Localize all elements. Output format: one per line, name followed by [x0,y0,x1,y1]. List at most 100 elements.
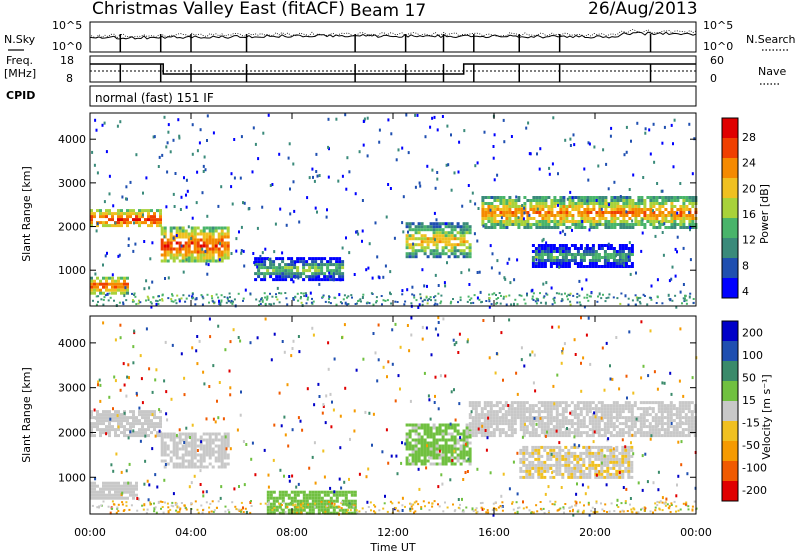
velocity-echo-cell [534,451,538,455]
velocity-noise-cell [229,340,232,344]
power-echo-cell [549,262,553,265]
velocity-echo-cell [486,419,490,423]
velocity-echo-cell [588,410,592,414]
power-echo-cell [202,256,206,260]
power-echo-cell [682,196,686,199]
velocity-echo-cell [181,453,185,457]
velocity-echo-cell [579,472,583,476]
velocity-echo-cell [675,425,679,429]
power-echo-cell [577,226,581,229]
power-ground-cell [531,297,534,300]
velocity-echo-cell [612,472,616,476]
velocity-noise-cell [148,367,151,371]
power-echo-cell [211,253,215,257]
power-echo-cell [546,259,550,262]
velocity-echo-cell [681,428,685,432]
power-noise-cell [525,126,528,130]
velocity-noise-cell [458,402,461,406]
velocity-noise-cell [381,450,384,454]
velocity-echo-cell [405,447,409,451]
velocity-echo-cell [537,472,541,476]
velocity-echo-cell [606,431,610,435]
velocity-echo-cell [117,422,120,426]
velocity-noise-cell [164,463,167,466]
power-echo-cell [511,205,515,208]
velocity-echo-cell [588,451,592,455]
power-echo-cell [114,285,117,289]
power-echo-cell [579,247,583,250]
velocity-echo-cell [126,484,129,488]
power-noise-cell [148,286,151,290]
power-echo-cell [603,262,607,265]
velocity-noise-cell [151,390,154,394]
velocity-echo-cell [344,490,348,494]
power-echo-cell [579,253,583,256]
power-echo-cell [468,252,472,256]
power-noise-cell [143,240,146,243]
velocity-echo-cell [105,419,108,423]
power-echo-cell [411,237,415,241]
velocity-echo-cell [159,422,162,426]
velocity-noise-cell [178,428,181,432]
power-ground-cell [415,299,418,302]
power-echo-cell [670,199,674,202]
velocity-echo-cell [510,428,514,432]
power-echo-cell [622,211,626,214]
power-noise-cell [155,302,158,306]
power-echo-cell [595,223,599,226]
velocity-echo-cell [269,493,273,497]
velocity-noise-cell [114,379,117,383]
velocity-echo-cell [537,448,541,452]
velocity-echo-cell [269,502,273,506]
velocity-echo-cell [660,425,664,429]
power-ground-cell [188,294,191,297]
velocity-echo-cell [150,431,153,435]
velocity-echo-cell [96,496,99,500]
power-echo-cell [586,205,590,208]
power-echo-cell [505,205,509,208]
power-echo-cell [625,220,629,223]
power-ground-cell [553,301,556,304]
power-echo-cell [302,260,306,264]
velocity-echo-cell [588,448,592,452]
velocity-echo-cell [190,435,194,439]
velocity-echo-cell [672,413,676,417]
velocity-noise-cell [421,325,424,329]
power-echo-cell [314,272,318,276]
power-noise-cell [172,138,175,142]
power-echo-cell [561,247,565,250]
power-echo-cell [450,249,454,253]
velocity-echo-cell [690,419,694,423]
power-echo-cell [205,235,209,239]
power-noise-cell [93,163,96,167]
velocity-echo-cell [444,459,448,463]
power-ground-cell [646,303,649,306]
power-echo-cell [625,226,629,229]
velocity-echo-cell [108,413,111,417]
power-echo-cell [502,226,506,229]
power-echo-cell [184,250,188,254]
velocity-echo-cell [567,419,571,423]
power-noise-cell [292,180,295,184]
velocity-noise-cell [308,466,311,470]
velocity-echo-cell [687,431,691,435]
power-echo-cell [655,196,659,199]
velocity-echo-cell [414,450,418,454]
power-ground-cell [229,301,232,304]
velocity-echo-cell [681,407,685,411]
power-ground-cell [215,293,218,296]
power-echo-cell [163,247,167,251]
power-echo-cell [217,250,221,254]
power-noise-cell [607,187,610,191]
velocity-echo-cell [693,428,697,432]
power-echo-cell [120,282,123,286]
velocity-echo-cell [537,466,541,470]
velocity-echo-cell [169,435,173,439]
power-echo-cell [123,221,126,225]
velocity-echo-cell [317,508,321,512]
velocity-echo-cell [504,413,508,417]
velocity-noise-cell [329,486,332,490]
velocity-echo-cell [615,460,619,464]
power-ground-cell [303,295,306,297]
velocity-noise-cell [185,426,188,430]
